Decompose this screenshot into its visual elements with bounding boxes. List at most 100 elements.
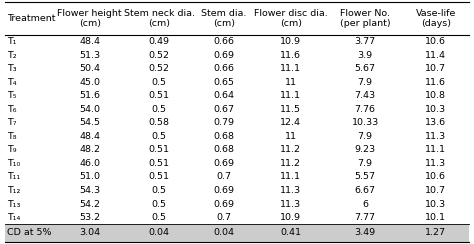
Text: 11.2: 11.2 [281,159,301,168]
Text: 45.0: 45.0 [79,78,100,87]
Text: 0.69: 0.69 [213,200,234,209]
Text: 48.4: 48.4 [79,132,100,141]
Text: 0.5: 0.5 [152,105,167,114]
Text: Flower No.
(per plant): Flower No. (per plant) [340,9,391,28]
Text: 0.67: 0.67 [213,105,234,114]
Text: 10.9: 10.9 [281,213,301,222]
Text: 0.52: 0.52 [149,51,170,60]
Text: 0.5: 0.5 [152,132,167,141]
Text: 3.77: 3.77 [355,37,376,46]
Text: 10.7: 10.7 [425,64,446,73]
Text: 0.51: 0.51 [149,173,170,182]
Text: Stem dia.
(cm): Stem dia. (cm) [201,9,246,28]
Text: 7.9: 7.9 [357,159,373,168]
Text: T₂: T₂ [7,51,17,60]
Text: T₅: T₅ [7,91,17,100]
Text: 0.58: 0.58 [149,118,170,127]
Text: 7.77: 7.77 [355,213,375,222]
Text: 3.04: 3.04 [79,228,100,237]
Text: 7.43: 7.43 [355,91,376,100]
Text: T₇: T₇ [7,118,17,127]
Text: Treatment: Treatment [7,14,55,23]
Text: T₉: T₉ [7,145,17,154]
Text: 0.68: 0.68 [213,132,234,141]
Text: 0.64: 0.64 [213,91,234,100]
Text: 0.51: 0.51 [149,145,170,154]
Text: Flower height
(cm): Flower height (cm) [57,9,122,28]
Text: 11.4: 11.4 [425,51,446,60]
Text: 0.69: 0.69 [213,159,234,168]
Text: 0.04: 0.04 [213,228,234,237]
Text: Vase-life
(days): Vase-life (days) [416,9,456,28]
Text: 54.0: 54.0 [79,105,100,114]
Text: 0.51: 0.51 [149,91,170,100]
Text: 11.3: 11.3 [425,159,447,168]
Text: 7.9: 7.9 [357,132,373,141]
Text: 11.1: 11.1 [281,64,301,73]
Text: 0.69: 0.69 [213,186,234,195]
Text: 9.23: 9.23 [355,145,376,154]
Text: 51.0: 51.0 [79,173,100,182]
Text: 10.9: 10.9 [281,37,301,46]
Text: 54.2: 54.2 [79,200,100,209]
Text: 0.52: 0.52 [149,64,170,73]
Text: 0.5: 0.5 [152,200,167,209]
Bar [5,224,469,242]
Text: 0.41: 0.41 [281,228,301,237]
Bar [5,130,469,143]
Text: 51.3: 51.3 [79,51,100,60]
Text: 11: 11 [285,132,297,141]
Text: 11.6: 11.6 [425,78,446,87]
Text: T₁₁: T₁₁ [7,173,20,182]
Text: 3.49: 3.49 [355,228,376,237]
Text: 0.69: 0.69 [213,51,234,60]
Bar [5,197,469,211]
Text: 0.7: 0.7 [216,213,231,222]
Bar [5,48,469,62]
Text: 11.3: 11.3 [280,186,301,195]
Text: 51.6: 51.6 [79,91,100,100]
Bar [5,89,469,102]
Text: 10.1: 10.1 [425,213,446,222]
Text: T₆: T₆ [7,105,17,114]
Bar [5,184,469,197]
Text: 10.33: 10.33 [352,118,379,127]
Text: 0.5: 0.5 [152,213,167,222]
Text: 10.8: 10.8 [425,91,446,100]
Bar [5,116,469,130]
Text: 7.76: 7.76 [355,105,375,114]
Text: 0.5: 0.5 [152,186,167,195]
Bar [5,211,469,224]
Text: 5.67: 5.67 [355,64,375,73]
Text: 48.4: 48.4 [79,37,100,46]
Text: 1.27: 1.27 [425,228,446,237]
Bar [5,170,469,184]
Text: 11.2: 11.2 [281,145,301,154]
Text: 10.7: 10.7 [425,186,446,195]
Text: 11.3: 11.3 [425,132,447,141]
Text: 6.67: 6.67 [355,186,375,195]
Text: 53.2: 53.2 [79,213,100,222]
Text: 10.6: 10.6 [425,37,446,46]
Text: 54.5: 54.5 [79,118,100,127]
Text: 6: 6 [362,200,368,209]
Text: 0.79: 0.79 [213,118,234,127]
Text: 11.1: 11.1 [425,145,446,154]
Text: T₁: T₁ [7,37,17,46]
Text: T₈: T₈ [7,132,17,141]
Text: 10.6: 10.6 [425,173,446,182]
Text: 0.51: 0.51 [149,159,170,168]
Text: 0.65: 0.65 [213,78,234,87]
Text: 0.5: 0.5 [152,78,167,87]
Text: 0.66: 0.66 [213,37,234,46]
Text: 0.66: 0.66 [213,64,234,73]
Text: 12.4: 12.4 [281,118,301,127]
Text: 13.6: 13.6 [425,118,447,127]
Bar [5,102,469,116]
Text: 10.3: 10.3 [425,200,447,209]
Text: 54.3: 54.3 [79,186,100,195]
Bar [5,62,469,75]
Text: 46.0: 46.0 [79,159,100,168]
Text: T₁₂: T₁₂ [7,186,20,195]
Text: Stem neck dia.
(cm): Stem neck dia. (cm) [124,9,195,28]
